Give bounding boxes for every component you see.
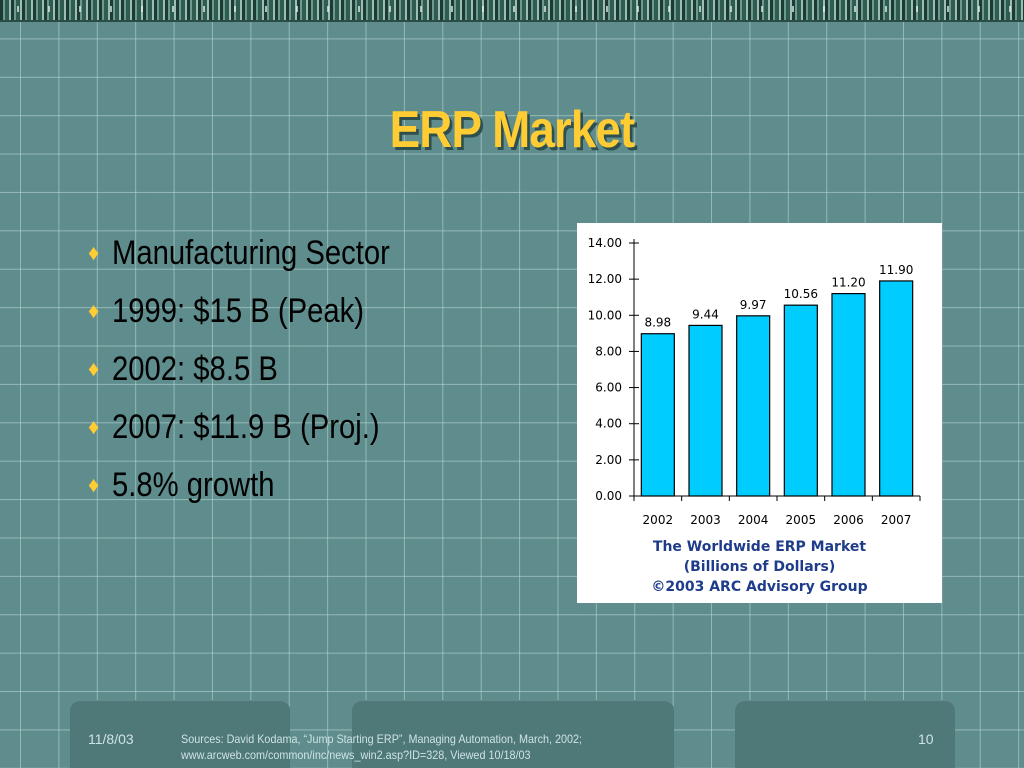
bar <box>831 292 866 497</box>
data-label: 10.56 <box>784 287 818 301</box>
diamond-icon: ♦ <box>88 472 100 497</box>
y-tick-label: 4.00 <box>595 417 622 431</box>
y-tick-label: 8.00 <box>595 344 622 358</box>
bullet-item: ♦ 2007: $11.9 B (Proj.) <box>88 406 435 464</box>
bar-chart: 0.00 2.00 4.00 6.00 8.00 10.00 12.00 14.00 8.98 2… <box>588 236 921 527</box>
y-tick-label: 14.00 <box>588 236 622 250</box>
data-label: 8.98 <box>644 316 671 330</box>
slide-title: ERP Market <box>389 101 636 159</box>
footer-date-panel <box>70 700 290 768</box>
bullet-item: ♦ 1999: $15 B (Peak) <box>88 290 435 348</box>
chart-credit: ©2003 ARC Advisory Group <box>651 579 868 595</box>
data-label: 11.90 <box>879 263 913 277</box>
x-tick-label: 2003 <box>690 513 721 527</box>
bullet-text: 5.8% growth <box>112 466 275 504</box>
bullet-item: ♦ Manufacturing Sector <box>88 232 435 290</box>
y-tick-label: 10.00 <box>588 308 622 322</box>
page-number: 10 <box>918 731 934 747</box>
bullet-item: ♦ 5.8% growth <box>88 464 435 522</box>
y-tick-label: 6.00 <box>595 381 622 395</box>
diamond-icon: ♦ <box>88 298 100 323</box>
x-tick-label: 2007 <box>881 513 912 527</box>
x-tick-label: 2005 <box>786 513 817 527</box>
data-label: 11.20 <box>831 276 865 290</box>
bar <box>783 304 818 497</box>
sources-line-1: Sources: David Kodama, “Jump Starting ER… <box>181 732 583 746</box>
bar <box>879 280 914 497</box>
bullet-text: 2007: $11.9 B (Proj.) <box>112 408 380 446</box>
sources-line-2: www.arcweb.com/common/inc/news_win2.asp?… <box>181 748 531 762</box>
bar <box>688 324 723 497</box>
data-label: 9.97 <box>740 298 767 312</box>
x-tick-label: 2002 <box>643 513 674 527</box>
circuit-banner <box>0 0 1024 22</box>
bullet-list: ♦ Manufacturing Sector ♦ 1999: $15 B (Pe… <box>88 232 435 522</box>
y-tick-label: 2.00 <box>595 453 622 467</box>
x-tick-label: 2004 <box>738 513 769 527</box>
bullet-text: 2002: $8.5 B <box>112 350 278 388</box>
erp-market-chart: 0.00 2.00 4.00 6.00 8.00 10.00 12.00 14.00 8.98 2… <box>577 223 942 603</box>
diamond-icon: ♦ <box>88 240 100 265</box>
y-tick-label: 12.00 <box>588 272 622 286</box>
footer-date: 11/8/03 <box>88 731 134 747</box>
bullet-text: Manufacturing Sector <box>112 234 390 272</box>
chart-subtitle: (Billions of Dollars) <box>683 559 836 575</box>
bullet-text: 1999: $15 B (Peak) <box>112 292 364 330</box>
x-tick-label: 2006 <box>833 513 864 527</box>
diamond-icon: ♦ <box>88 356 100 381</box>
footer-page-panel <box>735 700 955 768</box>
footer-center-panel <box>352 700 674 768</box>
bar <box>640 333 675 497</box>
bullet-item: ♦ 2002: $8.5 B <box>88 348 435 406</box>
y-tick-label: 0.00 <box>595 489 622 503</box>
data-label: 9.44 <box>692 307 719 321</box>
footer-sources: Sources: David Kodama, “Jump Starting ER… <box>181 731 595 763</box>
bar <box>736 315 771 497</box>
chart-title: The Worldwide ERP Market <box>652 539 867 555</box>
diamond-icon: ♦ <box>88 414 100 439</box>
